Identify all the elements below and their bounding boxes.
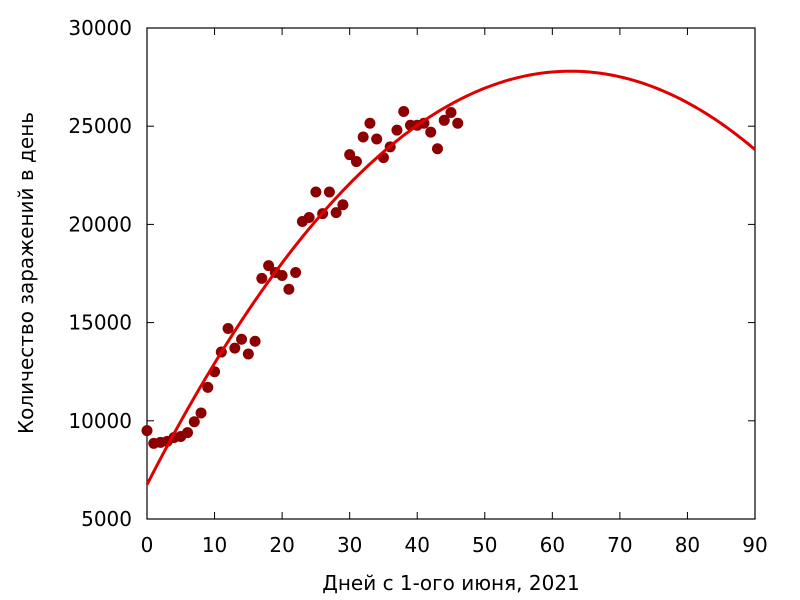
data-point xyxy=(303,212,315,224)
x-tick-label: 80 xyxy=(675,533,700,557)
plot-frame xyxy=(146,27,756,520)
data-point xyxy=(438,114,450,126)
data-point xyxy=(323,186,335,198)
data-point xyxy=(182,427,194,439)
data-point xyxy=(256,272,268,284)
data-point xyxy=(242,348,254,360)
data-point xyxy=(364,117,376,129)
x-axis-title: Дней с 1-ого июня, 2021 xyxy=(322,571,580,595)
data-point xyxy=(371,133,383,145)
data-point xyxy=(188,416,200,428)
data-point xyxy=(283,283,295,295)
x-tick-label: 20 xyxy=(269,533,294,557)
data-point xyxy=(310,186,322,198)
y-tick-label: 15000 xyxy=(68,311,132,335)
x-tick-label: 90 xyxy=(742,533,767,557)
y-tick-label: 10000 xyxy=(68,409,132,433)
y-axis-title: Количество заражений в день xyxy=(14,112,38,434)
data-point xyxy=(195,407,207,419)
data-point xyxy=(141,425,153,437)
data-point xyxy=(290,267,302,279)
y-tick-label: 25000 xyxy=(68,114,132,138)
data-point xyxy=(229,342,241,354)
x-tick-label: 10 xyxy=(202,533,227,557)
x-tick-label: 50 xyxy=(472,533,497,557)
data-point xyxy=(337,199,349,211)
data-point xyxy=(276,269,288,281)
y-tick-label: 30000 xyxy=(68,16,132,40)
data-point xyxy=(263,260,275,272)
data-point xyxy=(249,335,261,347)
data-point xyxy=(431,143,443,155)
data-point xyxy=(350,156,362,168)
y-tick-label: 20000 xyxy=(68,212,132,236)
axis-ticks xyxy=(146,27,756,520)
x-tick-label: 0 xyxy=(141,533,154,557)
x-tick-label: 60 xyxy=(540,533,565,557)
data-point xyxy=(236,333,248,345)
x-tick-label: 70 xyxy=(607,533,632,557)
data-point xyxy=(445,106,457,118)
data-point xyxy=(344,149,356,161)
plot-content xyxy=(141,69,756,486)
x-tick-label: 30 xyxy=(337,533,362,557)
data-point xyxy=(391,124,403,136)
data-point xyxy=(222,322,234,334)
data-point xyxy=(357,131,369,143)
fit-curve xyxy=(145,69,756,486)
data-point xyxy=(398,105,410,117)
data-point xyxy=(330,207,342,219)
data-point xyxy=(452,117,464,129)
x-tick-label: 40 xyxy=(404,533,429,557)
data-point xyxy=(425,126,437,138)
data-point xyxy=(202,381,214,393)
y-tick-label: 5000 xyxy=(81,507,132,531)
tick-labels: 0 10 20 30 40 50 60 70 80 90 5000 10000 15000 20000 25… xyxy=(68,16,767,557)
